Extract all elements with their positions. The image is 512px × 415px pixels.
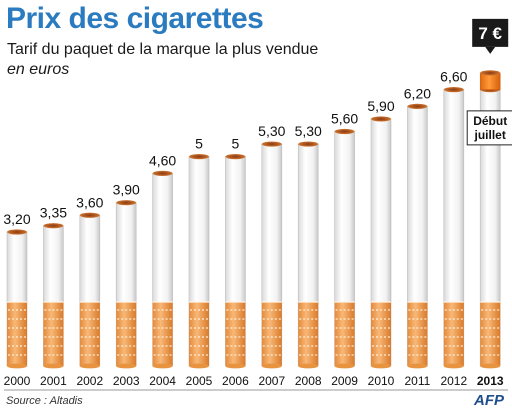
bar-base-2010: [371, 363, 391, 369]
bar-2009: [334, 128, 355, 369]
bar-base-2012: [443, 363, 464, 369]
bar-tip-2006: [225, 154, 246, 160]
tick-label-2001: 2001: [40, 374, 67, 388]
bar-tip-2012: [443, 87, 464, 93]
bar-tip-2010: [371, 116, 391, 122]
value-label-2012: 6,60: [440, 69, 467, 85]
bar-2000: [6, 229, 28, 369]
bar-base-2003: [116, 363, 137, 369]
value-label-2005: 5: [195, 136, 203, 152]
bar-2011: [407, 103, 428, 369]
bar-2008: [297, 141, 319, 369]
bar-filter-2000: [7, 302, 27, 366]
bar-filter-2009: [334, 302, 355, 366]
forecast-price-label: 7 €: [478, 24, 502, 43]
bar-base-2009: [334, 363, 355, 369]
forecast-note-line2: juillet: [474, 128, 506, 142]
bar-base-2005: [189, 363, 209, 369]
source-note: Source : Altadis: [6, 395, 83, 407]
bar-2003: [115, 200, 137, 369]
forecast-note-box: [466, 110, 512, 146]
bar-filter-2005: [189, 302, 209, 366]
bar-2002: [79, 212, 101, 369]
afp-logo: AFP: [474, 392, 504, 409]
forecast-price-box: [472, 18, 509, 47]
bar-base-2001: [43, 363, 64, 369]
value-label-2008: 5,30: [295, 123, 322, 139]
bar-2006: [225, 154, 246, 369]
value-label-2000: 3,20: [3, 211, 30, 227]
chart-subtitle: Tarif du paquet de la marque la plus ven…: [7, 41, 319, 58]
bar-2005: [188, 154, 210, 369]
bar-base-2000: [7, 363, 27, 369]
bar-tip-2002: [79, 212, 100, 218]
bar-tip-2001: [43, 223, 64, 229]
bar-filter-2012: [443, 302, 464, 366]
bar-base-2013: [480, 363, 501, 369]
bar-filter-2002: [79, 302, 100, 366]
tick-label-2013: 2013: [477, 374, 504, 388]
bar-2013: [479, 87, 501, 369]
forecast-price-pointer: [485, 46, 496, 54]
bar-filter-2007: [261, 302, 282, 366]
tick-label-2008: 2008: [295, 374, 322, 388]
bar-tip-2000: [7, 229, 27, 235]
tick-label-2000: 2000: [4, 374, 31, 388]
bar-base-2002: [79, 363, 100, 369]
bar-filter-2001: [43, 302, 64, 366]
bar-base-2006: [225, 363, 246, 369]
value-label-2001: 3,35: [40, 205, 67, 221]
bar-base-2004: [152, 363, 173, 369]
value-label-2003: 3,90: [113, 182, 140, 198]
bar-2004: [152, 170, 173, 369]
bar-tip-2008: [298, 141, 319, 147]
bar-filter-2008: [298, 302, 319, 366]
value-label-2009: 5,60: [331, 111, 358, 127]
bar-tip-2009: [334, 128, 355, 135]
bar-filter-2013: [480, 302, 501, 366]
bar-filter-2010: [371, 302, 391, 366]
value-label-2007: 5,30: [258, 123, 285, 139]
chart-title: Prix des cigarettes: [6, 2, 264, 35]
bar-filter-2003: [116, 302, 137, 366]
bar-2001: [43, 223, 64, 369]
value-label-2011: 6,20: [404, 85, 431, 101]
bar-tip-2011: [407, 103, 428, 109]
tick-label-2004: 2004: [149, 374, 176, 388]
bar-filter-2004: [152, 302, 173, 366]
bar-base-2008: [298, 363, 319, 369]
bar-tip-2003: [116, 200, 137, 206]
bar-base-2011: [407, 363, 428, 369]
forecast-tip: [480, 70, 501, 76]
bar-tip-2004: [152, 170, 173, 176]
forecast-note-line1: Début: [473, 114, 507, 128]
value-label-2006: 5: [232, 136, 240, 152]
tick-label-2011: 2011: [404, 374, 430, 388]
tick-label-2002: 2002: [76, 374, 103, 388]
bar-2012: [443, 87, 465, 369]
value-label-2004: 4,60: [149, 152, 176, 168]
value-label-2010: 5,90: [367, 98, 394, 114]
bar-2007: [261, 141, 283, 369]
tick-label-2003: 2003: [113, 374, 140, 388]
unit-label: en euros: [7, 61, 70, 78]
tick-label-2009: 2009: [331, 374, 358, 388]
tick-label-2006: 2006: [222, 374, 249, 388]
tick-label-2007: 2007: [258, 374, 285, 388]
tick-label-2010: 2010: [368, 374, 395, 388]
bar-2010: [370, 116, 392, 369]
bar-tip-2007: [261, 141, 282, 147]
bar-filter-2006: [225, 302, 246, 366]
tick-label-2005: 2005: [186, 374, 213, 388]
tick-label-2012: 2012: [440, 374, 467, 388]
bar-filter-2011: [407, 302, 428, 366]
bar-tip-2005: [189, 154, 209, 160]
value-label-2002: 3,60: [76, 194, 103, 210]
bar-base-2007: [261, 363, 282, 369]
